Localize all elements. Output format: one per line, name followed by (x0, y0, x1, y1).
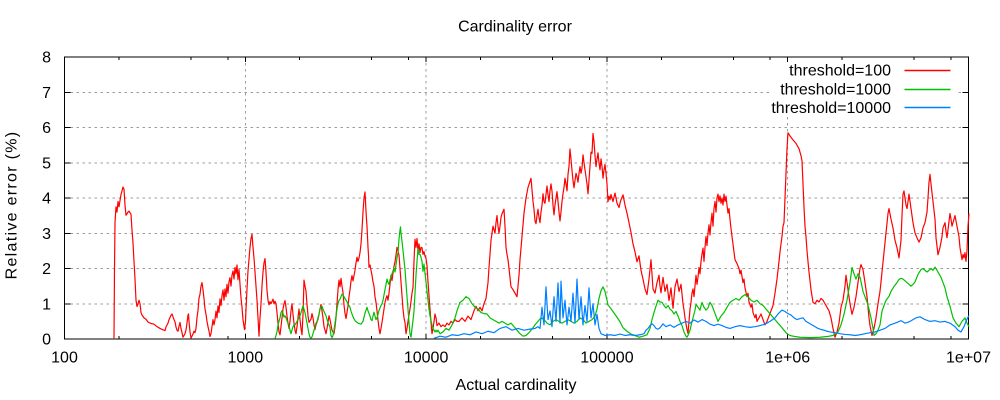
svg-text:5: 5 (42, 155, 51, 172)
svg-text:1000: 1000 (228, 350, 264, 367)
svg-text:100: 100 (51, 350, 78, 367)
svg-text:Cardinality error: Cardinality error (458, 19, 572, 36)
svg-text:10000: 10000 (404, 350, 449, 367)
svg-text:1e+06: 1e+06 (765, 350, 810, 367)
svg-text:Relative error (%): Relative error (%) (4, 131, 21, 280)
svg-text:8: 8 (42, 50, 51, 67)
svg-text:1e+07: 1e+07 (946, 350, 991, 367)
svg-text:2: 2 (42, 261, 51, 278)
svg-text:threshold=1000: threshold=1000 (780, 82, 891, 99)
svg-text:100000: 100000 (580, 350, 633, 367)
svg-text:4: 4 (42, 191, 51, 208)
svg-text:threshold=10000: threshold=10000 (771, 100, 891, 117)
svg-text:0: 0 (42, 332, 51, 349)
svg-text:threshold=100: threshold=100 (789, 63, 891, 80)
svg-text:6: 6 (42, 120, 51, 137)
svg-text:3: 3 (42, 226, 51, 243)
svg-text:Actual cardinality: Actual cardinality (456, 377, 577, 394)
svg-text:1: 1 (42, 296, 51, 313)
svg-text:7: 7 (42, 85, 51, 102)
